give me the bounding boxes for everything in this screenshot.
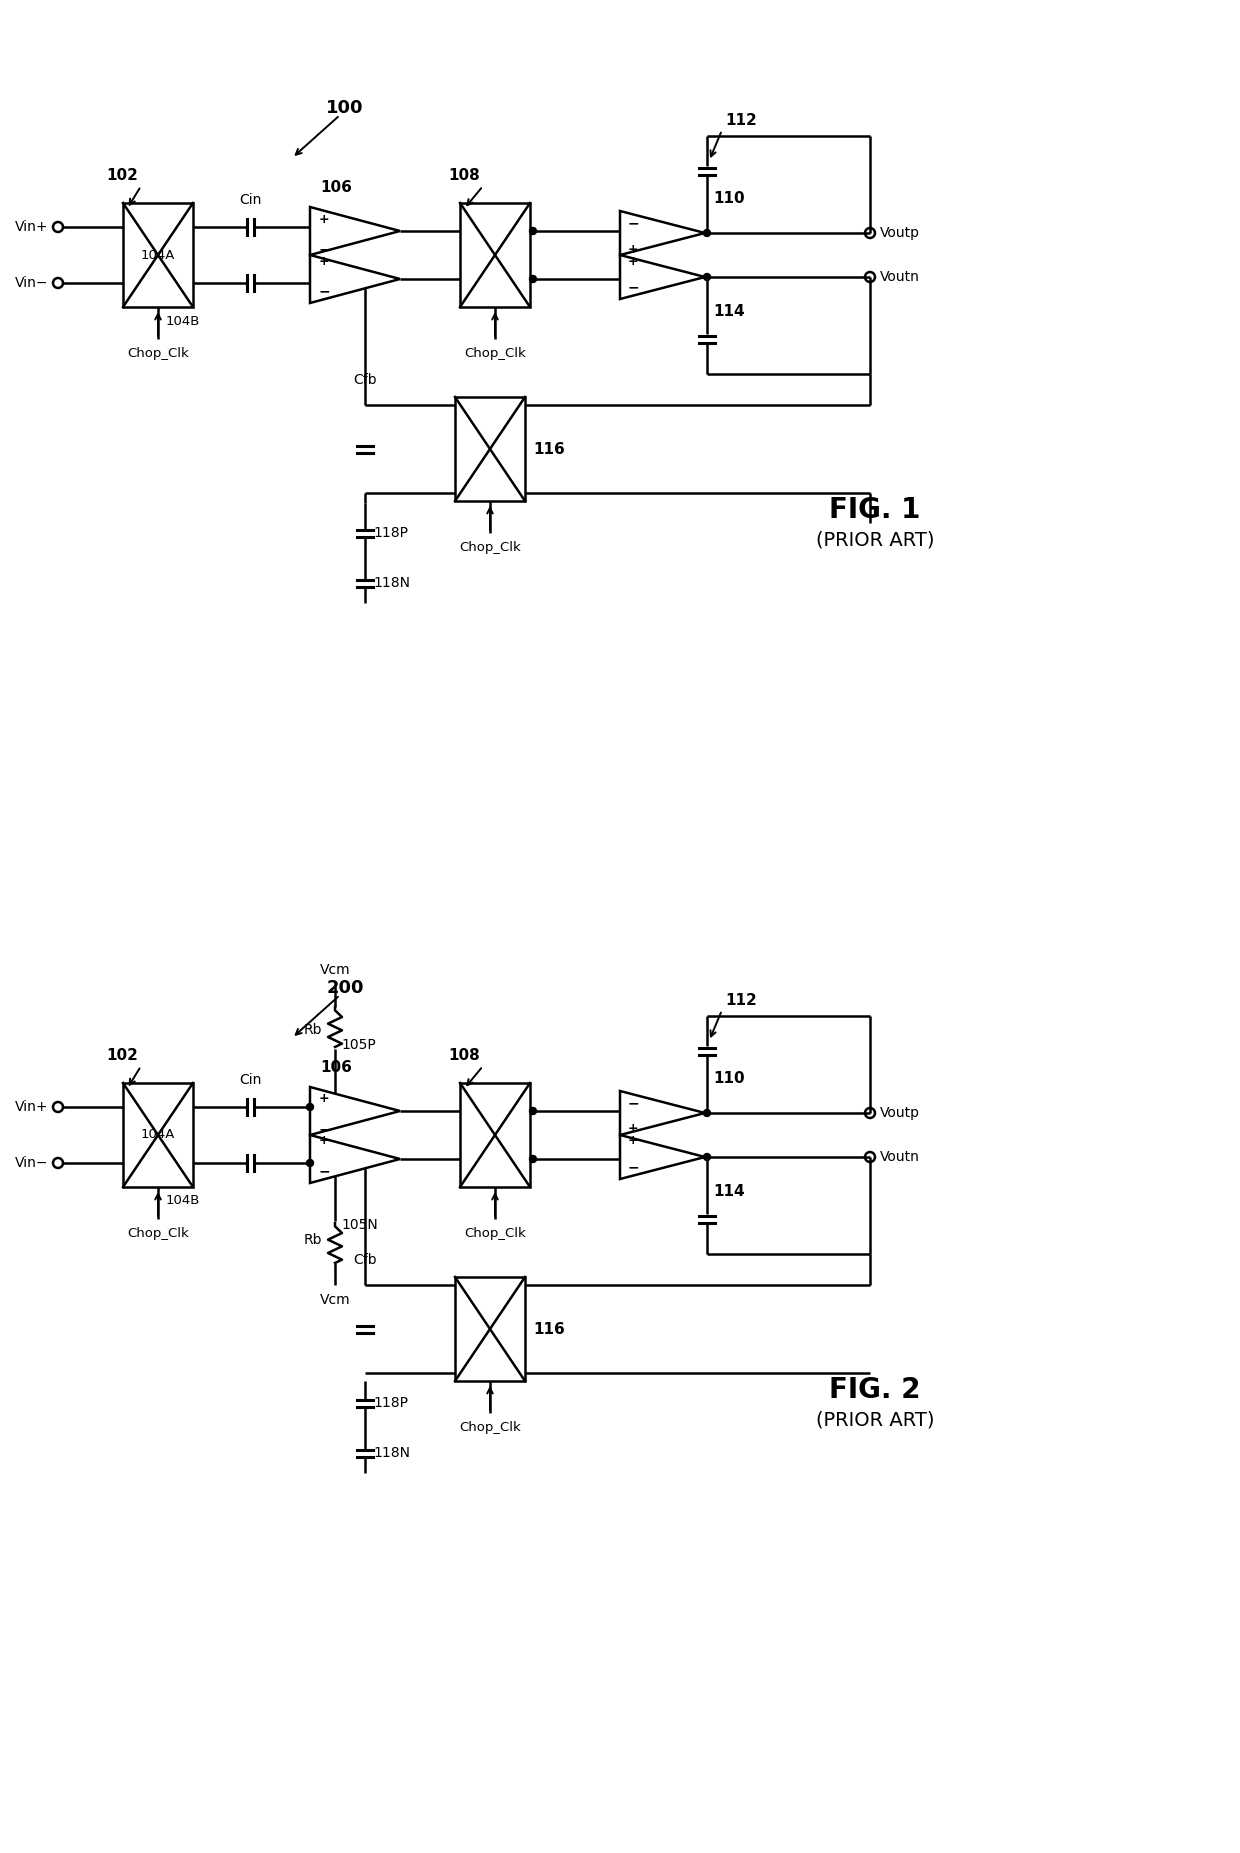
Text: +: + xyxy=(627,243,639,256)
Circle shape xyxy=(529,276,537,282)
Text: +: + xyxy=(319,1093,330,1106)
Text: 108: 108 xyxy=(448,169,480,183)
Circle shape xyxy=(529,1156,537,1162)
Circle shape xyxy=(703,230,711,237)
Polygon shape xyxy=(310,1136,401,1182)
Text: −: − xyxy=(627,1160,639,1175)
Polygon shape xyxy=(310,1088,401,1136)
Text: +: + xyxy=(627,1123,639,1136)
Text: +: + xyxy=(627,254,639,267)
Text: Vin+: Vin+ xyxy=(15,221,48,233)
Circle shape xyxy=(529,228,537,235)
Text: 118N: 118N xyxy=(373,1445,410,1460)
Text: +: + xyxy=(319,254,330,267)
Circle shape xyxy=(529,1108,537,1114)
Text: Vin−: Vin− xyxy=(15,276,48,291)
Text: 110: 110 xyxy=(713,191,745,206)
Text: Chop_Clk: Chop_Clk xyxy=(128,1227,188,1240)
Text: Voutn: Voutn xyxy=(880,271,920,284)
Text: 102: 102 xyxy=(107,169,138,183)
Bar xyxy=(455,397,525,500)
Text: (PRIOR ART): (PRIOR ART) xyxy=(816,1410,934,1429)
Text: −: − xyxy=(627,217,639,230)
Bar xyxy=(460,1082,529,1188)
Text: 118P: 118P xyxy=(373,1395,408,1410)
Bar xyxy=(123,204,193,308)
Text: 200: 200 xyxy=(326,978,363,997)
Text: 104A: 104A xyxy=(141,248,175,261)
Text: 102: 102 xyxy=(107,1049,138,1064)
Text: 114: 114 xyxy=(713,1184,745,1199)
Text: 105P: 105P xyxy=(341,1038,376,1053)
Circle shape xyxy=(703,1154,711,1160)
Text: 104B: 104B xyxy=(166,1195,201,1208)
Circle shape xyxy=(306,1104,314,1110)
Text: Vcm: Vcm xyxy=(320,1293,351,1306)
Text: 106: 106 xyxy=(320,180,352,195)
Text: −: − xyxy=(319,243,330,256)
Text: Vin−: Vin− xyxy=(15,1156,48,1169)
Text: −: − xyxy=(319,1164,330,1179)
Text: Voutp: Voutp xyxy=(880,1106,920,1119)
Text: 118N: 118N xyxy=(373,576,410,589)
Text: +: + xyxy=(319,213,330,226)
Text: Vin+: Vin+ xyxy=(15,1101,48,1114)
Text: Chop_Clk: Chop_Clk xyxy=(459,1421,521,1434)
Text: Chop_Clk: Chop_Clk xyxy=(464,347,526,359)
Text: 100: 100 xyxy=(326,98,363,117)
Text: Cfb: Cfb xyxy=(353,1253,377,1267)
Text: Cfb: Cfb xyxy=(353,372,377,387)
Text: −: − xyxy=(319,284,330,298)
Text: Rb: Rb xyxy=(304,1023,322,1038)
Text: 116: 116 xyxy=(533,441,564,456)
Text: +: + xyxy=(627,1134,639,1147)
Text: Chop_Clk: Chop_Clk xyxy=(464,1227,526,1240)
Text: 116: 116 xyxy=(533,1321,564,1336)
Bar xyxy=(123,1082,193,1188)
Polygon shape xyxy=(310,208,401,256)
Text: FIG. 1: FIG. 1 xyxy=(830,497,920,524)
Text: Voutp: Voutp xyxy=(880,226,920,241)
Text: 105N: 105N xyxy=(341,1217,378,1232)
Text: Cin: Cin xyxy=(239,193,262,208)
Text: FIG. 2: FIG. 2 xyxy=(830,1377,921,1405)
Polygon shape xyxy=(620,256,706,298)
Circle shape xyxy=(703,1110,711,1117)
Text: 110: 110 xyxy=(713,1071,745,1086)
Circle shape xyxy=(703,274,711,280)
Text: +: + xyxy=(319,1134,330,1147)
Text: 114: 114 xyxy=(713,304,745,319)
Text: 112: 112 xyxy=(725,993,756,1008)
Text: (PRIOR ART): (PRIOR ART) xyxy=(816,530,934,550)
Text: 106: 106 xyxy=(320,1060,352,1075)
Text: 108: 108 xyxy=(448,1049,480,1064)
Polygon shape xyxy=(620,1136,706,1179)
Text: −: − xyxy=(627,280,639,295)
Polygon shape xyxy=(310,256,401,304)
Text: Vcm: Vcm xyxy=(320,964,351,977)
Text: −: − xyxy=(319,1123,330,1136)
Text: 104A: 104A xyxy=(141,1128,175,1141)
Bar xyxy=(460,204,529,308)
Text: Rb: Rb xyxy=(304,1232,322,1247)
Text: Voutn: Voutn xyxy=(880,1151,920,1164)
Text: 118P: 118P xyxy=(373,526,408,539)
Text: Cin: Cin xyxy=(239,1073,262,1088)
Polygon shape xyxy=(620,211,706,256)
Text: Chop_Clk: Chop_Clk xyxy=(459,541,521,554)
Bar xyxy=(455,1277,525,1380)
Text: 112: 112 xyxy=(725,113,756,128)
Circle shape xyxy=(306,1160,314,1167)
Polygon shape xyxy=(620,1091,706,1136)
Text: Chop_Clk: Chop_Clk xyxy=(128,347,188,359)
Text: 104B: 104B xyxy=(166,315,201,328)
Text: −: − xyxy=(627,1095,639,1110)
